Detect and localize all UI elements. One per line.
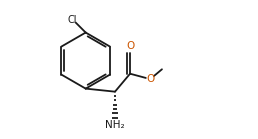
Text: O: O bbox=[126, 41, 134, 51]
Text: NH₂: NH₂ bbox=[105, 120, 125, 130]
Text: O: O bbox=[146, 74, 154, 84]
Text: Cl: Cl bbox=[68, 15, 77, 25]
